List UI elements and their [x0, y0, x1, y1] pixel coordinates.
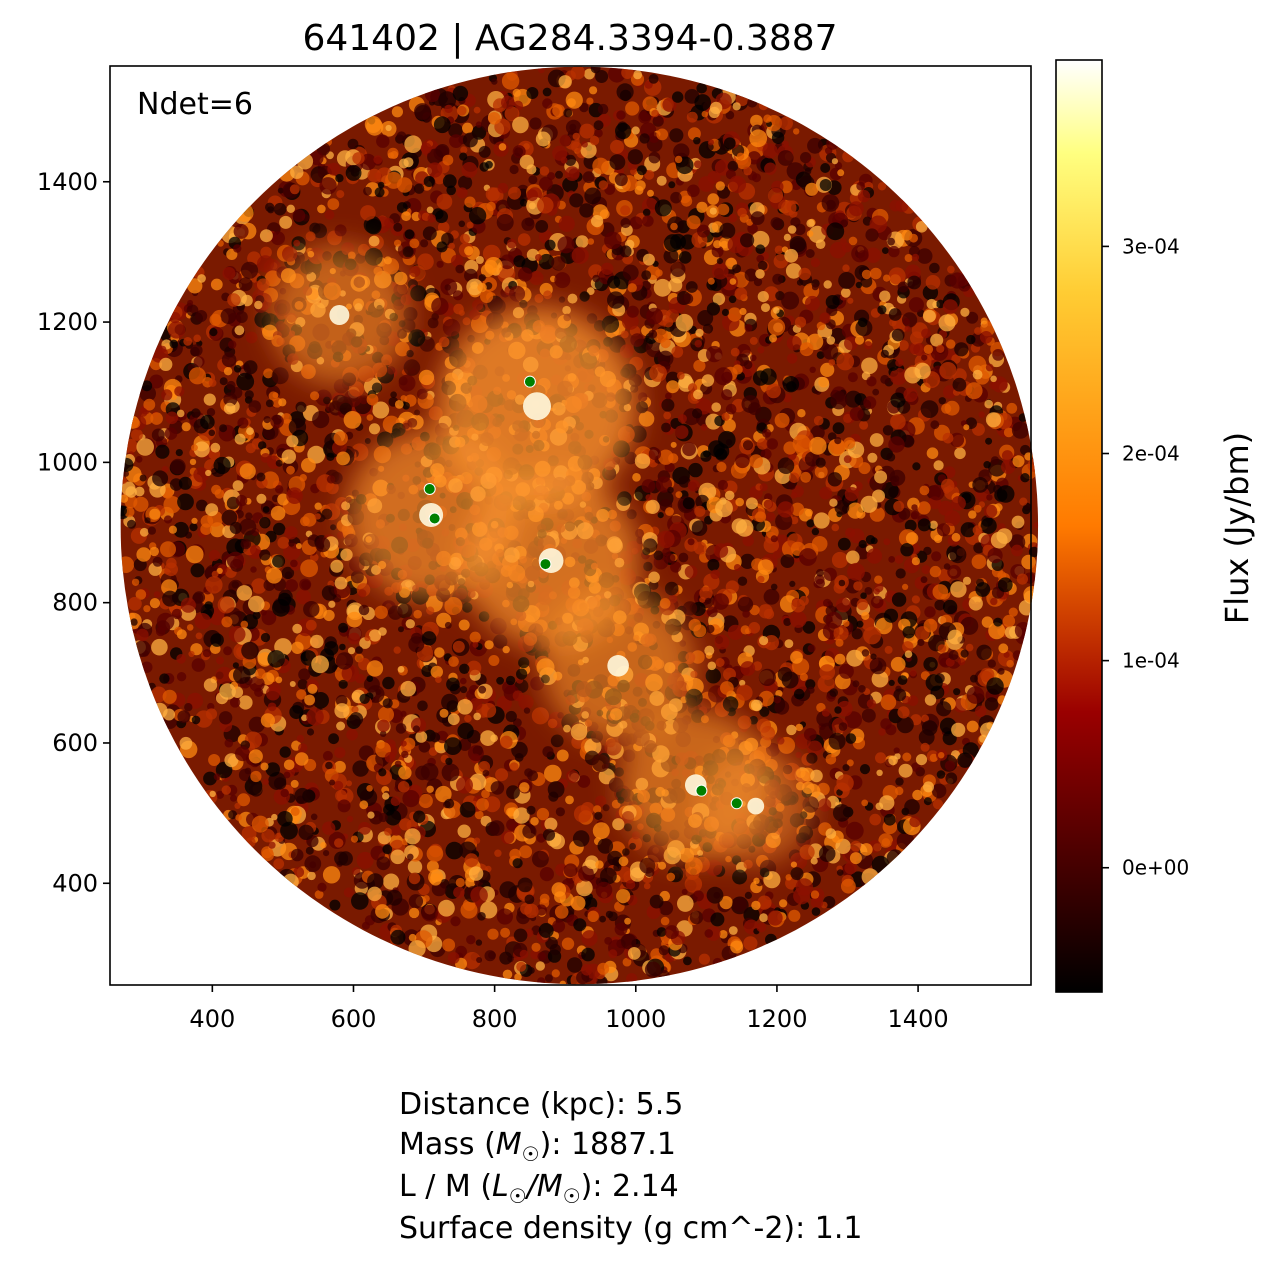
ndet-annotation: Ndet=6 — [137, 87, 253, 122]
chart-title: 641402 | AG284.3394-0.3887 — [302, 18, 837, 59]
surface-density-line: Surface density (g cm^-2): 1.1 — [399, 1211, 863, 1246]
sun-symbol: ☉ — [521, 1142, 540, 1166]
x-tick-label: 800 — [472, 1005, 518, 1033]
x-tick-label: 1200 — [746, 1005, 807, 1033]
y-tick-label: 1000 — [37, 448, 98, 476]
stats-block: Distance (kpc): 5.5 Mass (M☉): 1887.1 L … — [399, 1085, 862, 1249]
mass-line: Mass (M☉): 1887.1 — [399, 1125, 862, 1167]
detection-marker — [423, 483, 436, 496]
mass-value: ): 1887.1 — [539, 1127, 676, 1162]
colorbar-tick-label: 2e-04 — [1122, 442, 1180, 466]
y-tick-label: 1400 — [37, 168, 98, 196]
lm-line: L / M (L☉/M☉): 2.14 — [399, 1167, 862, 1209]
sun-symbol: ☉ — [562, 1184, 581, 1208]
colorbar: 0e+00 1e-04 2e-04 3e-04 Flux (Jy/bm) — [1055, 59, 1256, 993]
y-tick-label: 1200 — [37, 308, 98, 336]
sun-symbol: ☉ — [508, 1184, 527, 1208]
distance-line: Distance (kpc): 5.5 — [399, 1087, 684, 1122]
mass-prefix: Mass ( — [399, 1127, 496, 1162]
detection-marker — [539, 558, 552, 571]
x-tick-label: 1400 — [888, 1005, 949, 1033]
detections — [423, 375, 743, 810]
emission-core — [607, 655, 629, 677]
lm-m-symbol: M — [536, 1169, 563, 1204]
lm-value: ): 2.14 — [580, 1169, 679, 1204]
lm-slash: / — [526, 1169, 537, 1204]
detection-marker — [428, 512, 441, 525]
colorbar-tick-label: 1e-04 — [1122, 649, 1180, 673]
colorbar-label: Flux (Jy/bm) — [1218, 432, 1256, 624]
x-axis: 400 600 800 1000 1200 1400 — [189, 985, 949, 1033]
plot-area: Ndet=6 — [109, 65, 1039, 986]
x-tick-label: 400 — [189, 1005, 235, 1033]
detection-marker — [730, 797, 743, 810]
colorbar-gradient — [1055, 59, 1103, 993]
y-axis: 400 600 800 1000 1200 1400 — [37, 168, 110, 897]
detection-marker — [523, 375, 536, 388]
lm-l-symbol: L — [492, 1169, 509, 1204]
emission-core — [329, 305, 350, 326]
y-tick-label: 800 — [52, 589, 98, 617]
emission-core — [747, 797, 765, 815]
flux-image — [120, 66, 1039, 985]
colorbar-ticks: 0e+00 1e-04 2e-04 3e-04 — [1102, 234, 1189, 880]
x-tick-label: 1000 — [605, 1005, 666, 1033]
y-tick-label: 400 — [52, 869, 98, 897]
lm-prefix: L / M ( — [399, 1169, 493, 1204]
y-tick-label: 600 — [52, 729, 98, 757]
detection-marker — [695, 784, 708, 797]
colorbar-tick-label: 0e+00 — [1122, 856, 1189, 880]
emission-core — [522, 392, 551, 421]
plot-frame — [109, 65, 1032, 986]
x-tick-label: 600 — [331, 1005, 377, 1033]
mass-symbol: M — [495, 1127, 522, 1162]
colorbar-tick-label: 3e-04 — [1122, 234, 1180, 258]
